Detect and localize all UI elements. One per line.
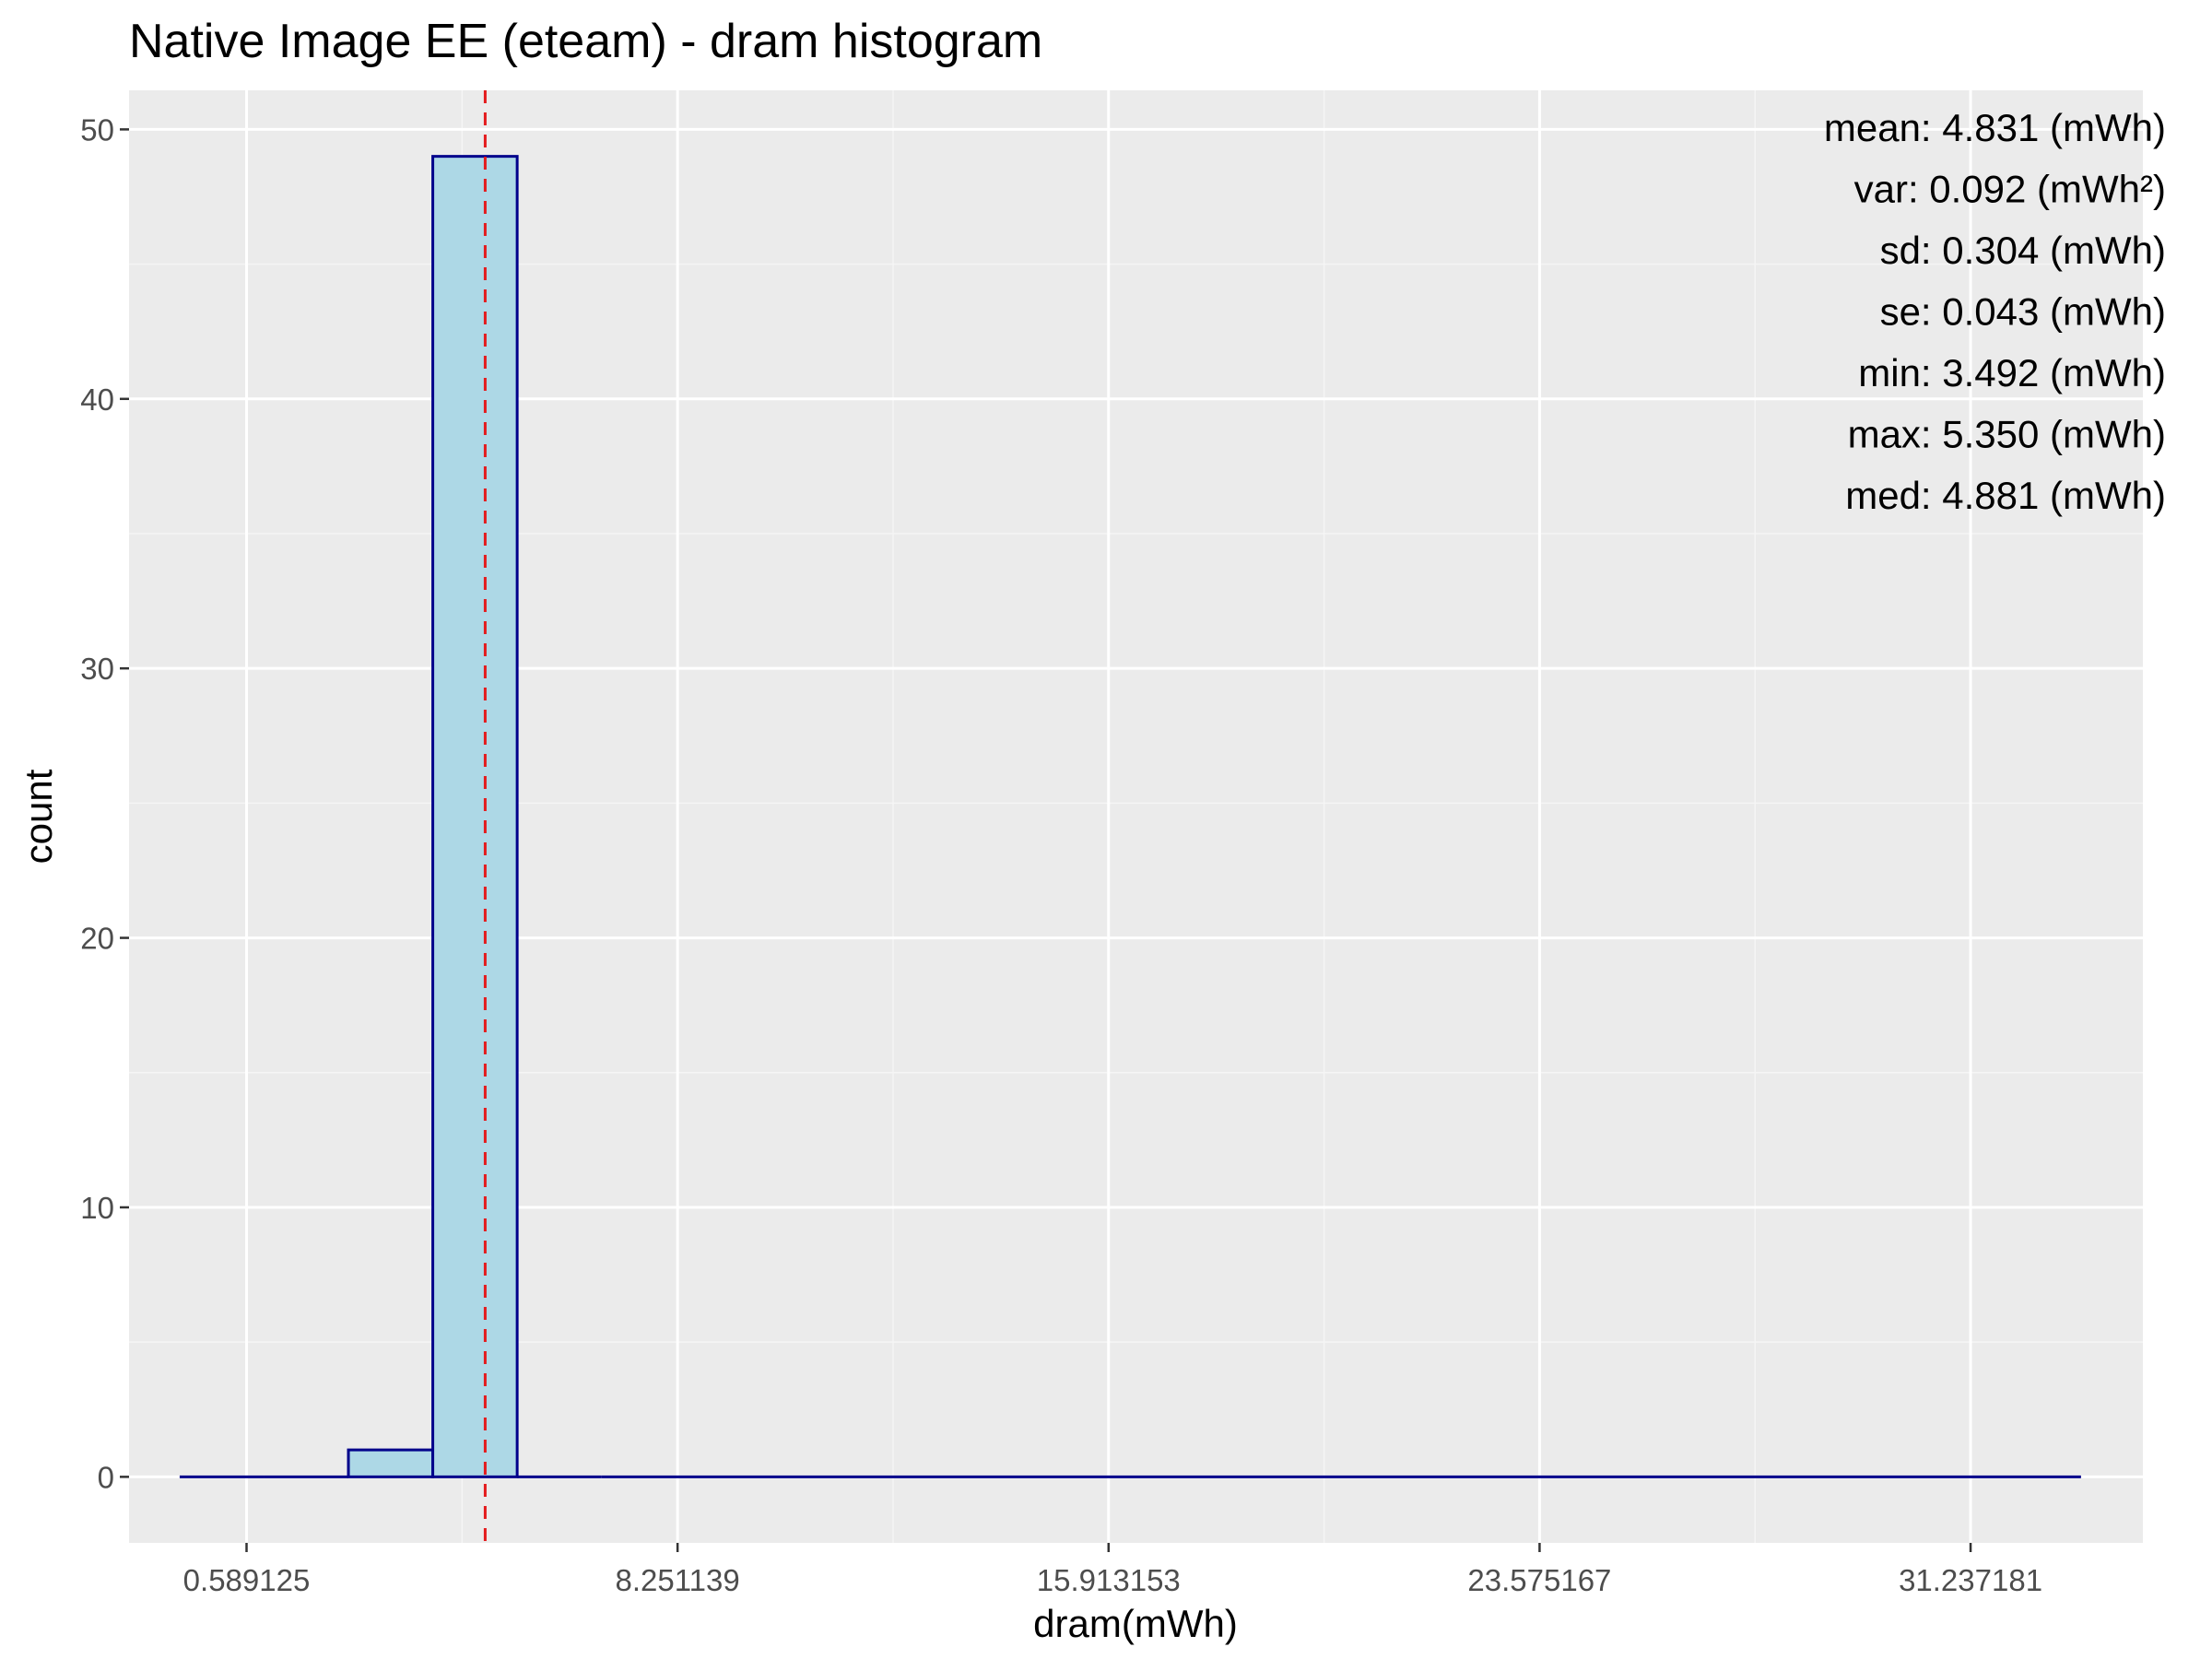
y-axis-ticks: 0 10 20 30 40 50 (80, 112, 129, 1494)
stat-label: sd: 0.304 (mWh) (1880, 229, 2166, 272)
y-axis-title: count (17, 769, 60, 864)
y-tick-label: 40 (80, 382, 114, 417)
stat-label: min: 3.492 (mWh) (1858, 351, 2166, 394)
histogram-bars (179, 155, 2081, 1478)
x-axis-title: dram(mWh) (1033, 1602, 1238, 1645)
plot-panel (129, 90, 2143, 1543)
x-tick-label: 0.589125 (183, 1563, 311, 1597)
histogram-bar (347, 1448, 435, 1478)
x-tick-label: 23.575167 (1467, 1563, 1611, 1597)
stat-label: med: 4.881 (mWh) (1845, 474, 2166, 517)
x-tick-label: 31.237181 (1899, 1563, 2042, 1597)
x-tick-label: 15.913153 (1037, 1563, 1181, 1597)
y-tick-label: 30 (80, 652, 114, 686)
stat-label: mean: 4.831 (mWh) (1824, 106, 2166, 149)
summary-statistics: mean: 4.831 (mWh) var: 0.092 (mWh²) sd: 0.… (1824, 106, 2166, 517)
y-tick-label: 0 (98, 1460, 114, 1494)
y-tick-label: 10 (80, 1191, 114, 1225)
histogram-bar (431, 155, 519, 1478)
stat-label: max: 5.350 (mWh) (1848, 413, 2166, 456)
stat-label: var: 0.092 (mWh²) (1854, 168, 2166, 211)
stat-label: se: 0.043 (mWh) (1880, 290, 2166, 334)
y-tick-label: 50 (80, 112, 114, 147)
y-tick-label: 20 (80, 922, 114, 956)
chart-title: Native Image EE (eteam) - dram histogram (129, 15, 1042, 68)
x-axis-ticks: 0.589125 8.251139 15.913153 23.575167 31.237… (183, 1543, 2042, 1597)
x-tick-label: 8.251139 (616, 1563, 740, 1597)
